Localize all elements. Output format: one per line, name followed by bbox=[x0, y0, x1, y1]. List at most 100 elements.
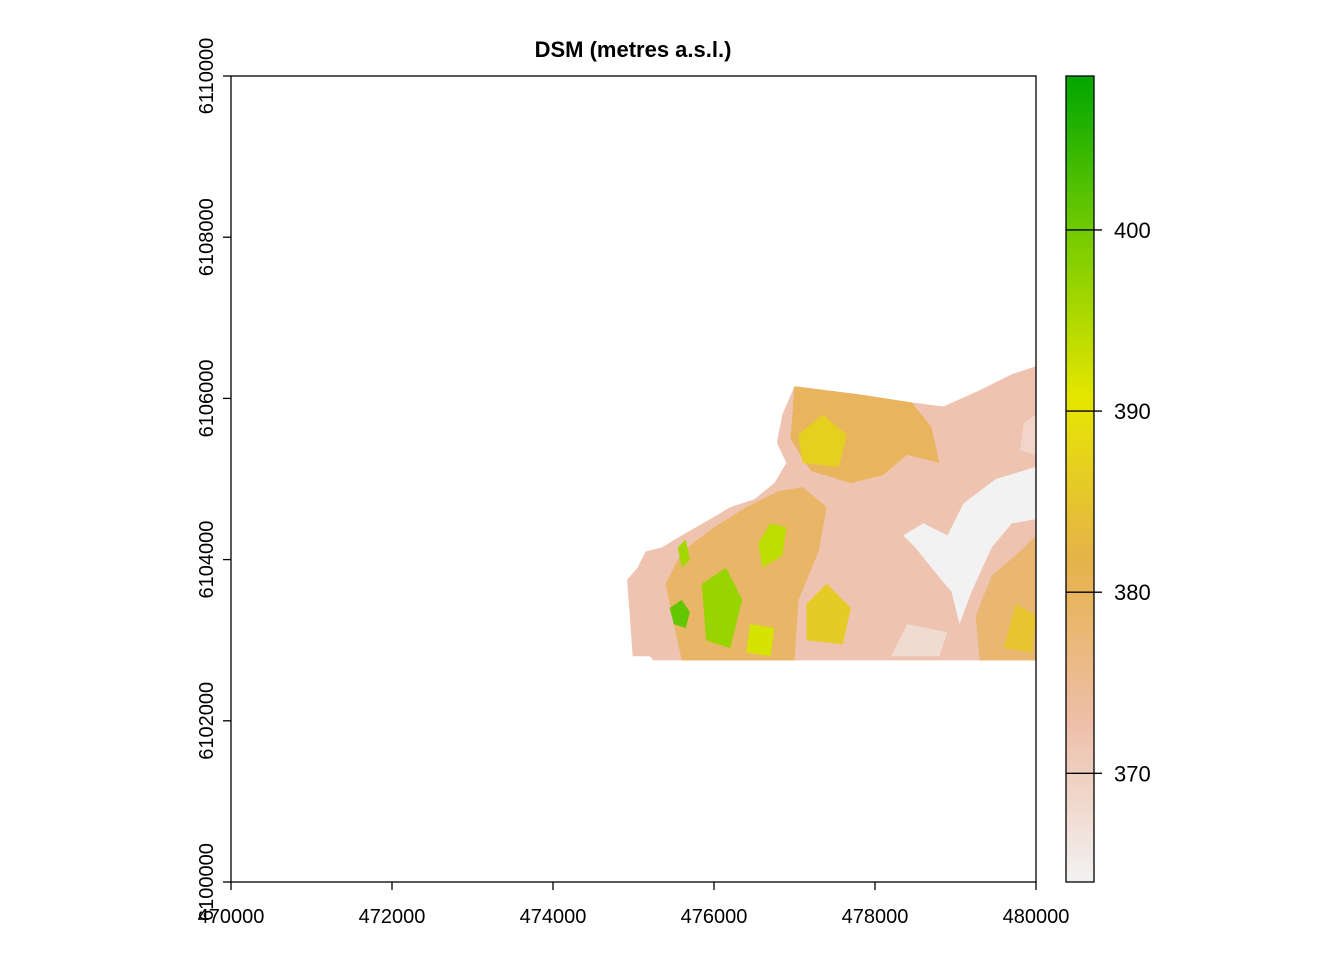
legend-color-step bbox=[1066, 851, 1094, 858]
legend-color-step bbox=[1066, 504, 1094, 510]
legend-color-step bbox=[1066, 86, 1094, 92]
legend-color-step bbox=[1066, 756, 1094, 762]
legend-color-step bbox=[1066, 111, 1094, 117]
raster-region-green-patch-3 bbox=[758, 523, 787, 568]
legend-color-step bbox=[1066, 126, 1094, 133]
raster-region-green-patch-4 bbox=[677, 539, 690, 568]
y-tick-label: 6110000 bbox=[196, 38, 218, 114]
legend-color-step bbox=[1066, 368, 1094, 374]
legend-color-step bbox=[1066, 529, 1094, 536]
legend-color-step bbox=[1066, 277, 1094, 284]
legend-frame bbox=[1065, 75, 1095, 883]
legend-color-step bbox=[1066, 524, 1094, 530]
legend-color-step bbox=[1066, 307, 1094, 314]
legend-color-step bbox=[1066, 237, 1094, 243]
legend-color-step bbox=[1066, 388, 1094, 394]
legend-color-step bbox=[1066, 448, 1094, 455]
legend-color-step bbox=[1066, 821, 1094, 828]
legend-color-step bbox=[1066, 791, 1094, 797]
legend-color-step bbox=[1066, 383, 1094, 389]
legend-color-step bbox=[1066, 665, 1094, 672]
legend-color-step bbox=[1066, 861, 1094, 868]
legend-color-step bbox=[1066, 594, 1094, 601]
legend-color-step bbox=[1066, 292, 1094, 299]
legend-color-step bbox=[1066, 816, 1094, 823]
legend-color-step bbox=[1066, 670, 1094, 677]
legend-color-step bbox=[1066, 242, 1094, 248]
legend-color-step bbox=[1066, 358, 1094, 364]
legend-color-step bbox=[1066, 685, 1094, 692]
legend-color-step bbox=[1066, 514, 1094, 520]
raster-region-light-patch-2 bbox=[1019, 414, 1036, 455]
raster-layer bbox=[627, 366, 1036, 661]
chart-title: DSM (metres a.s.l.) bbox=[535, 37, 732, 62]
legend-tick-label: 380 bbox=[1114, 580, 1151, 605]
legend-color-step bbox=[1066, 363, 1094, 369]
y-axis: 6100000 6102000 6104000 6106000 6108000 61100… bbox=[196, 38, 231, 921]
legend-color-step bbox=[1066, 141, 1094, 148]
legend-color-step bbox=[1066, 443, 1094, 450]
legend-color-step bbox=[1066, 801, 1094, 808]
legend-color-step bbox=[1066, 876, 1094, 883]
x-tick-label: 474000 bbox=[520, 906, 587, 928]
legend-color-step bbox=[1066, 836, 1094, 843]
legend-color-step bbox=[1066, 96, 1094, 102]
legend-color-step bbox=[1066, 272, 1094, 279]
legend-color-step bbox=[1066, 403, 1094, 410]
legend-color-step bbox=[1066, 76, 1094, 82]
legend-color-step bbox=[1066, 453, 1094, 460]
legend-color-step bbox=[1066, 146, 1094, 153]
raster-region-yellow-patch-1 bbox=[806, 583, 851, 645]
legend-color-step bbox=[1066, 166, 1094, 173]
legend-color-step bbox=[1066, 655, 1094, 661]
legend-tick-label: 400 bbox=[1114, 218, 1151, 243]
legend-color-step bbox=[1066, 322, 1094, 329]
legend-color-step bbox=[1066, 106, 1094, 112]
legend-color-step bbox=[1066, 327, 1094, 334]
legend-tick-label: 390 bbox=[1114, 399, 1151, 424]
color-legend: 370 380 390 400 bbox=[1065, 75, 1151, 883]
legend-color-step bbox=[1066, 337, 1094, 344]
legend-color-step bbox=[1066, 781, 1094, 787]
legend-color-step bbox=[1066, 282, 1094, 289]
legend-color-step bbox=[1066, 604, 1094, 611]
legend-color-step bbox=[1066, 615, 1094, 621]
legend-color-step bbox=[1066, 136, 1094, 143]
legend-color-step bbox=[1066, 771, 1094, 777]
legend-color-step bbox=[1066, 645, 1094, 651]
legend-color-step bbox=[1066, 101, 1094, 107]
raster-region-yellow-patch-2 bbox=[798, 414, 847, 467]
legend-color-step bbox=[1066, 650, 1094, 656]
legend-color-step bbox=[1066, 620, 1094, 626]
legend-color-step bbox=[1066, 257, 1094, 263]
legend-color-step bbox=[1066, 866, 1094, 873]
legend-color-step bbox=[1066, 519, 1094, 525]
legend-color-step bbox=[1066, 559, 1094, 566]
legend-color-step bbox=[1066, 252, 1094, 258]
legend-color-step bbox=[1066, 81, 1094, 87]
legend-color-step bbox=[1066, 599, 1094, 606]
legend-color-step bbox=[1066, 786, 1094, 792]
legend-color-step bbox=[1066, 196, 1094, 203]
raster-region-yellow-patch-3 bbox=[1003, 603, 1036, 653]
legend-color-step bbox=[1066, 751, 1094, 757]
legend-color-step bbox=[1066, 217, 1094, 223]
legend-color-step bbox=[1066, 468, 1094, 475]
legend-color-step bbox=[1066, 373, 1094, 379]
legend-color-step bbox=[1066, 640, 1094, 646]
legend-color-step bbox=[1066, 806, 1094, 813]
legend-color-step bbox=[1066, 393, 1094, 399]
legend-color-step bbox=[1066, 735, 1094, 742]
legend-color-step bbox=[1066, 574, 1094, 581]
legend-color-step bbox=[1066, 489, 1094, 495]
legend-tick-label: 370 bbox=[1114, 761, 1151, 786]
x-tick-label: 480000 bbox=[1003, 906, 1070, 928]
raster-region-green-patch-2 bbox=[701, 567, 743, 649]
legend-color-step bbox=[1066, 398, 1094, 405]
raster-region-valley bbox=[903, 466, 1036, 625]
legend-color-step bbox=[1066, 745, 1094, 752]
legend-color-step bbox=[1066, 161, 1094, 168]
legend-color-step bbox=[1066, 186, 1094, 193]
legend-color-step bbox=[1066, 695, 1094, 702]
